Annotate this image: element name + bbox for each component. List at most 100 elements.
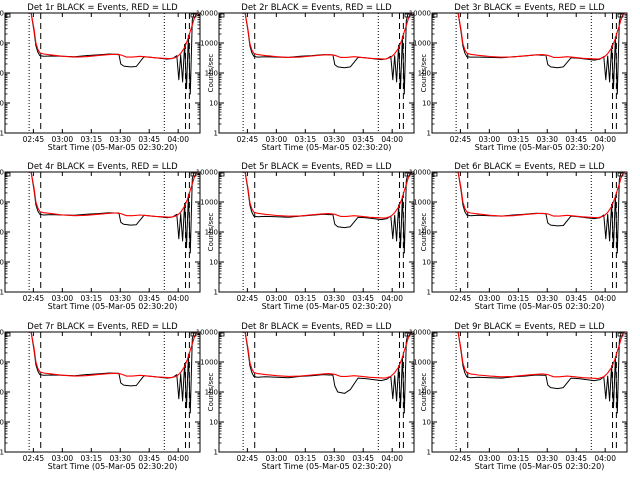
- saturation-marker: [404, 172, 411, 177]
- x-tick-label: 03:30: [109, 294, 131, 303]
- plot-frame: [4, 171, 201, 293]
- y-tick-label: 1000: [413, 40, 431, 48]
- y-tick-label: 10000: [409, 10, 431, 18]
- y-tick-label: 10000: [196, 10, 218, 18]
- events-series-line: [30, 331, 199, 414]
- y-tick-label: 100: [418, 70, 431, 78]
- lld-series-line: [244, 171, 413, 219]
- x-tick-label: 02:45: [23, 294, 45, 303]
- panel-title: Det 4r BLACK = Events, RED = LLD: [27, 162, 178, 172]
- plot-frame: [431, 171, 628, 293]
- x-axis-label: Start Time (05-Mar-05 02:30:20): [48, 462, 178, 471]
- saturation-marker: [190, 13, 197, 18]
- x-tick-label: 04:00: [381, 294, 403, 303]
- y-tick-label: 10: [422, 419, 431, 427]
- detector-panel: Det 7r BLACK = Events, RED = LLD Counts/s…: [0, 322, 201, 471]
- y-tick-label: 1: [0, 289, 4, 297]
- lld-series-line: [244, 12, 413, 60]
- detector-panel: Det 5r BLACK = Events, RED = LLD Counts/s…: [196, 162, 415, 311]
- y-tick-label: 10: [0, 100, 4, 108]
- x-tick-label: 04:00: [594, 135, 616, 144]
- y-tick-label: 10000: [0, 169, 4, 177]
- y-tick-label: 10: [422, 259, 431, 267]
- y-tick-label: 100: [205, 70, 218, 78]
- x-tick-label: 03:45: [138, 454, 160, 463]
- panel-title: Det 1r BLACK = Events, RED = LLD: [27, 3, 178, 13]
- y-tick-label: 10000: [0, 10, 4, 18]
- x-tick-label: 03:45: [565, 135, 587, 144]
- x-tick-label: 03:30: [536, 294, 558, 303]
- y-tick-label: 1000: [413, 199, 431, 207]
- y-tick-label: 10: [209, 259, 218, 267]
- panel-title: Det 8r BLACK = Events, RED = LLD: [241, 322, 392, 332]
- x-tick-label: 04:00: [594, 454, 616, 463]
- x-tick-label: 03:30: [323, 135, 345, 144]
- x-tick-label: 04:00: [594, 294, 616, 303]
- y-tick-label: 1: [214, 289, 218, 297]
- y-tick-label: 100: [0, 389, 4, 397]
- y-axis-label: Counts/sec: [420, 54, 428, 93]
- y-tick-label: 1000: [413, 359, 431, 367]
- y-axis-label: Counts/sec: [207, 213, 215, 252]
- y-tick-label: 10000: [409, 169, 431, 177]
- saturation-marker: [5, 13, 11, 18]
- y-tick-label: 100: [0, 229, 4, 237]
- saturation-marker: [190, 332, 197, 337]
- y-tick-label: 1000: [200, 359, 218, 367]
- y-tick-label: 1: [427, 449, 431, 457]
- y-tick-label: 100: [418, 389, 431, 397]
- y-axis-label: Counts/sec: [0, 54, 1, 93]
- plot-frame: [431, 331, 628, 453]
- y-axis-label: Counts/sec: [0, 373, 1, 412]
- x-tick-label: 02:45: [23, 454, 45, 463]
- x-tick-label: 03:45: [352, 454, 374, 463]
- saturation-marker: [617, 13, 624, 18]
- y-tick-label: 100: [205, 229, 218, 237]
- x-tick-label: 03:30: [109, 135, 131, 144]
- x-tick-label: 02:45: [450, 135, 472, 144]
- x-tick-label: 03:00: [479, 454, 501, 463]
- saturation-marker: [432, 13, 438, 18]
- x-axis-label: Start Time (05-Mar-05 02:30:20): [262, 462, 392, 471]
- x-tick-label: 03:30: [109, 454, 131, 463]
- saturation-marker: [219, 13, 225, 18]
- panel-title: Det 3r BLACK = Events, RED = LLD: [454, 3, 605, 13]
- y-tick-label: 100: [418, 229, 431, 237]
- x-tick-label: 04:00: [381, 454, 403, 463]
- panel-title: Det 6r BLACK = Events, RED = LLD: [454, 162, 605, 172]
- events-series-line: [457, 331, 626, 414]
- y-tick-label: 10: [0, 259, 4, 267]
- y-axis-label: Counts/sec: [207, 54, 215, 93]
- x-tick-label: 02:45: [23, 135, 45, 144]
- lld-series-line: [457, 331, 626, 380]
- events-series-line: [30, 12, 199, 95]
- x-tick-label: 03:30: [323, 294, 345, 303]
- x-tick-label: 03:00: [266, 135, 288, 144]
- y-tick-label: 1: [427, 130, 431, 138]
- saturation-marker: [190, 172, 197, 177]
- saturation-marker: [432, 172, 438, 177]
- y-tick-label: 1000: [0, 199, 4, 207]
- x-tick-label: 02:45: [450, 294, 472, 303]
- y-tick-label: 100: [0, 70, 4, 78]
- x-tick-label: 03:15: [507, 294, 529, 303]
- y-tick-label: 1: [0, 130, 4, 138]
- x-tick-label: 03:00: [479, 135, 501, 144]
- lld-series-line: [457, 171, 626, 219]
- y-tick-label: 1000: [200, 199, 218, 207]
- y-tick-label: 10: [0, 419, 4, 427]
- plot-frame: [4, 12, 201, 134]
- y-tick-label: 1000: [200, 40, 218, 48]
- x-tick-label: 03:45: [138, 135, 160, 144]
- plot-frame: [431, 12, 628, 134]
- detector-panel: Det 4r BLACK = Events, RED = LLD Counts/s…: [0, 162, 201, 311]
- saturation-marker: [5, 332, 11, 337]
- x-tick-label: 03:45: [352, 135, 374, 144]
- x-axis-label: Start Time (05-Mar-05 02:30:20): [475, 302, 605, 311]
- x-axis-label: Start Time (05-Mar-05 02:30:20): [262, 302, 392, 311]
- detector-panel: Det 3r BLACK = Events, RED = LLD Counts/s…: [409, 3, 628, 152]
- y-tick-label: 100: [205, 389, 218, 397]
- x-tick-label: 03:15: [80, 135, 102, 144]
- y-tick-label: 10: [209, 100, 218, 108]
